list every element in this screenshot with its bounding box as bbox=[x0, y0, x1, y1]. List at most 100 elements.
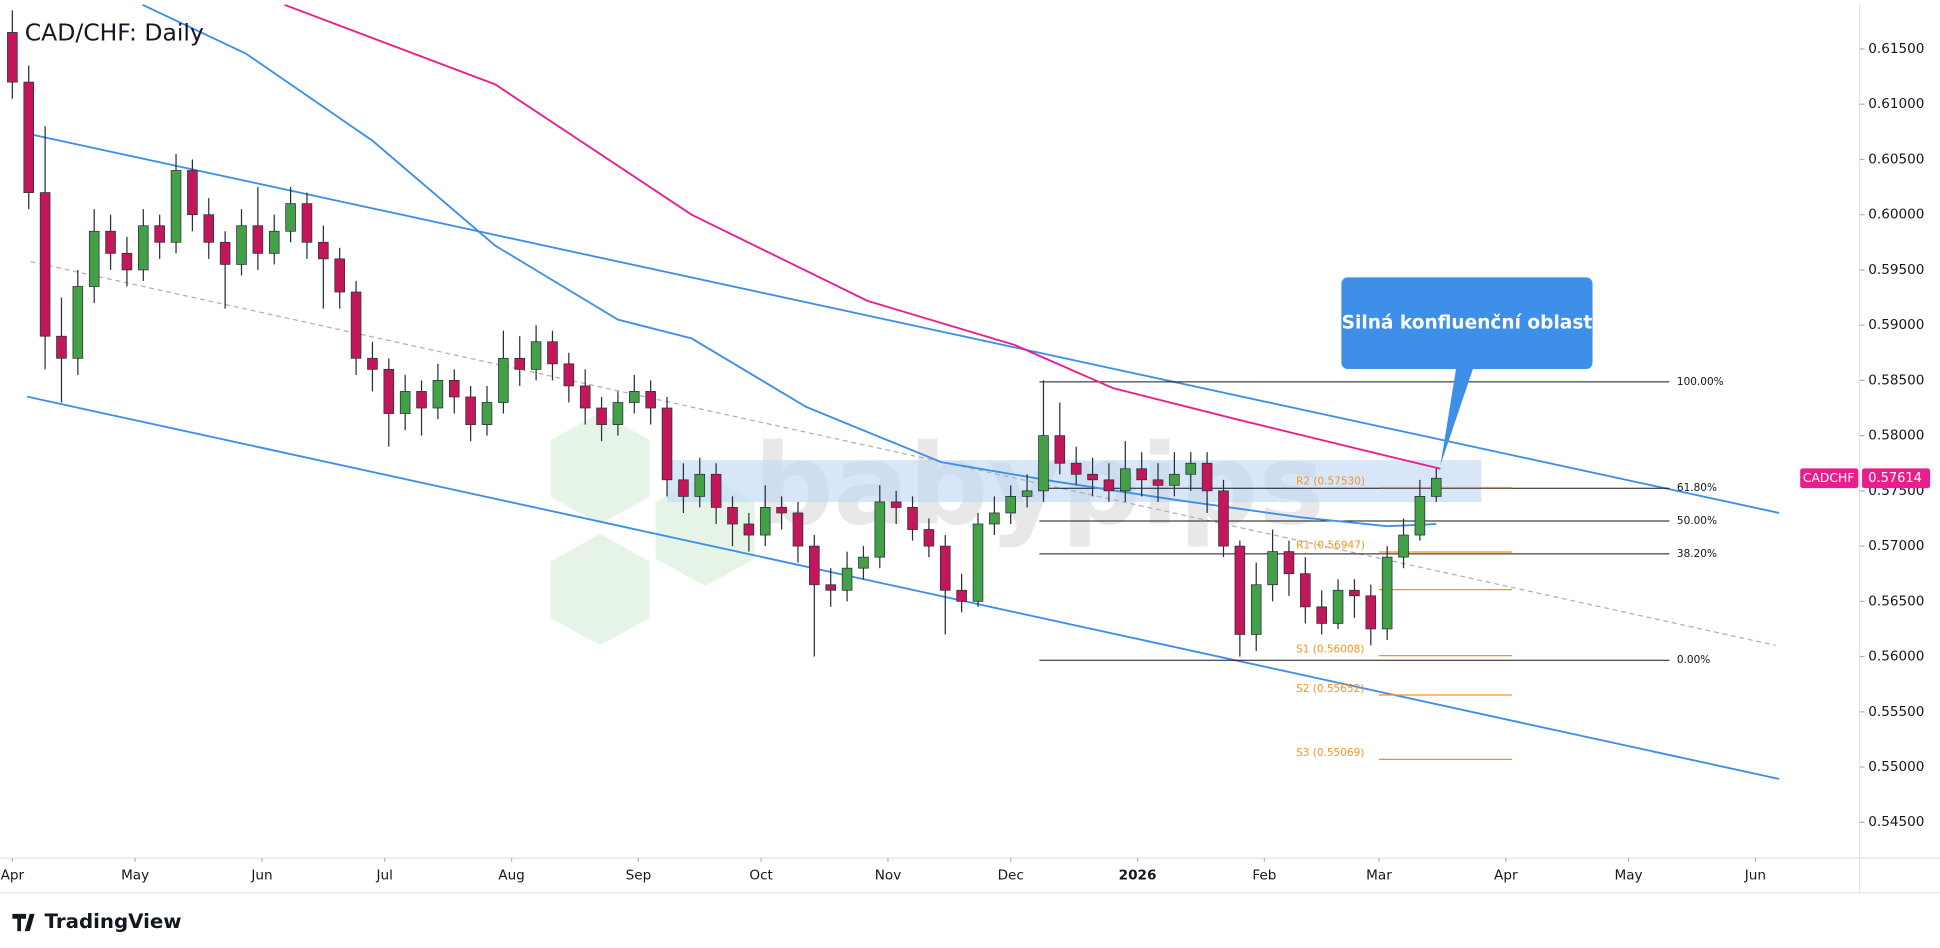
y-tick-label: 0.60000 bbox=[1868, 207, 1924, 223]
callout-box bbox=[1341, 277, 1593, 369]
price-label: 0.57614 bbox=[1868, 471, 1922, 486]
candle-body bbox=[187, 170, 198, 216]
brand: TradingView bbox=[45, 910, 182, 933]
candle-body bbox=[596, 407, 607, 425]
candle-body bbox=[399, 391, 411, 414]
candle-body bbox=[23, 81, 35, 193]
candle-body bbox=[841, 567, 853, 591]
candle-body bbox=[285, 203, 296, 232]
candle-body bbox=[678, 479, 689, 497]
x-tick-label: Jul bbox=[376, 867, 393, 883]
fib-label: 100.00% bbox=[1677, 376, 1724, 388]
candle-body bbox=[236, 225, 247, 265]
candle-body bbox=[1103, 479, 1115, 492]
candle-body bbox=[907, 507, 918, 530]
y-tick-label: 0.55000 bbox=[1868, 759, 1924, 775]
candle-body bbox=[1430, 477, 1442, 497]
candle-body bbox=[661, 407, 673, 481]
candle-body bbox=[1038, 435, 1049, 492]
candle-body bbox=[170, 170, 182, 243]
channel-line bbox=[26, 395, 1780, 780]
candle-body bbox=[890, 501, 902, 508]
candle-body bbox=[989, 512, 1000, 525]
candle-body bbox=[268, 230, 280, 254]
candle-body bbox=[629, 391, 640, 403]
candle-body bbox=[1201, 462, 1213, 492]
y-tick-label: 0.56500 bbox=[1868, 593, 1924, 609]
candle-body bbox=[1120, 468, 1131, 492]
x-tick-label: Aug bbox=[498, 867, 525, 883]
y-tick-label: 0.57000 bbox=[1868, 538, 1924, 554]
candle-body bbox=[1332, 589, 1344, 624]
candle-body bbox=[809, 545, 820, 586]
candle-body bbox=[138, 225, 149, 271]
candle-body bbox=[448, 380, 460, 398]
candle-body bbox=[547, 341, 558, 365]
candle-body bbox=[72, 286, 84, 359]
mid-trend-line bbox=[30, 261, 1776, 646]
candle-body bbox=[530, 341, 542, 370]
candle-body bbox=[252, 225, 264, 254]
candle-body bbox=[1414, 496, 1426, 536]
fib-label: 50.00% bbox=[1677, 515, 1717, 527]
x-tick-label: May bbox=[121, 867, 149, 883]
candle-body bbox=[727, 507, 738, 525]
y-tick-label: 0.60500 bbox=[1868, 151, 1924, 167]
symbol-label: CADCHF bbox=[1803, 471, 1855, 485]
y-tick-label: 0.58500 bbox=[1868, 372, 1924, 388]
candle-body bbox=[1349, 589, 1360, 597]
candle-body bbox=[710, 473, 722, 508]
candle-body bbox=[1185, 462, 1197, 475]
candle-body bbox=[318, 241, 329, 260]
candle-body bbox=[481, 402, 493, 425]
x-tick-label: Mar bbox=[1366, 867, 1392, 883]
candle-body bbox=[1283, 551, 1295, 575]
y-tick-label: 0.59500 bbox=[1868, 262, 1924, 278]
fib-label: 61.80% bbox=[1677, 482, 1717, 494]
candle-body bbox=[825, 584, 836, 591]
candle-body bbox=[1054, 435, 1066, 464]
candle-body bbox=[612, 402, 624, 425]
candle-body bbox=[88, 230, 100, 287]
candle-body bbox=[776, 507, 787, 514]
y-tick-label: 0.55500 bbox=[1868, 704, 1924, 720]
y-tick-label: 0.59000 bbox=[1868, 317, 1924, 333]
candle-body bbox=[301, 203, 313, 243]
candle-body bbox=[39, 192, 51, 337]
candle-body bbox=[1381, 556, 1393, 630]
pivot-label: S1 (0.56008) bbox=[1296, 643, 1364, 655]
candle-body bbox=[56, 335, 67, 359]
candle-body bbox=[498, 357, 509, 403]
y-tick-label: 0.56000 bbox=[1868, 649, 1924, 665]
y-tick-label: 0.61500 bbox=[1868, 41, 1924, 57]
x-tick-label: May bbox=[1615, 867, 1643, 883]
y-tick-label: 0.61000 bbox=[1868, 96, 1924, 112]
candle-body bbox=[1218, 490, 1229, 547]
channel-line bbox=[30, 133, 1780, 514]
candle-body bbox=[1169, 473, 1180, 486]
candle-body bbox=[972, 523, 984, 602]
chart-title: CAD/CHF: Daily bbox=[25, 19, 204, 47]
watermark-logo bbox=[550, 412, 755, 646]
x-tick-label: Oct bbox=[749, 867, 773, 883]
candle-body bbox=[1316, 606, 1327, 624]
x-tick-label: Jun bbox=[1744, 867, 1766, 883]
candle-body bbox=[743, 523, 755, 536]
candle-body bbox=[432, 380, 444, 409]
x-tick-label: Apr bbox=[1, 867, 25, 883]
callout-text: Silná konfluenční oblast bbox=[1342, 313, 1593, 334]
brand-logo bbox=[12, 913, 35, 932]
candle-body bbox=[1005, 496, 1017, 514]
candle-body bbox=[956, 589, 967, 602]
price-tag bbox=[1862, 468, 1931, 489]
candle-body bbox=[759, 507, 771, 536]
candle-body bbox=[367, 357, 378, 370]
symbol-tag bbox=[1800, 468, 1859, 489]
x-tick-label: Feb bbox=[1252, 867, 1276, 883]
candle-body bbox=[514, 357, 526, 370]
candle-body bbox=[579, 385, 591, 409]
candle-body bbox=[1021, 490, 1033, 497]
x-tick-label: 2026 bbox=[1119, 867, 1157, 883]
pivot-label: S3 (0.55069) bbox=[1296, 747, 1364, 759]
